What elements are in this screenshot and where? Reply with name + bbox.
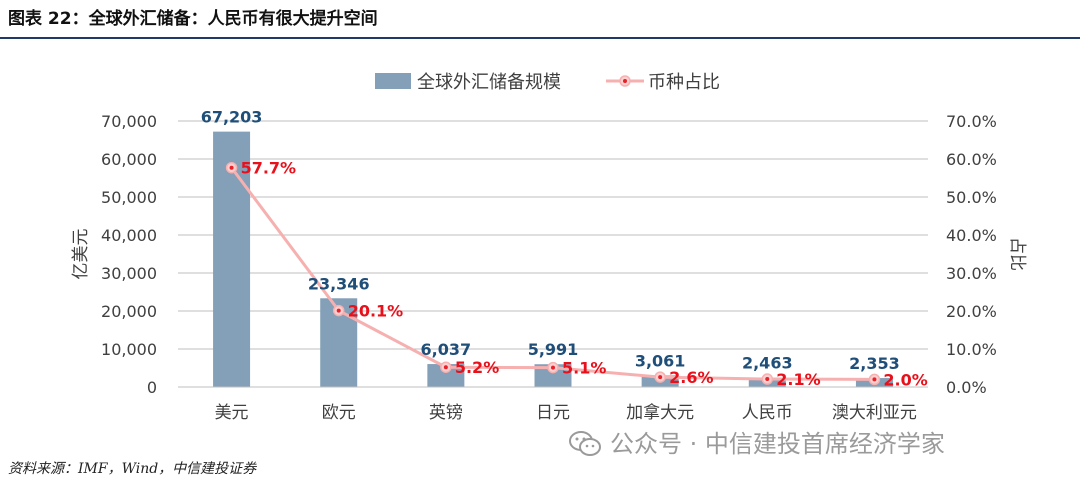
- share-value-label: 2.0%: [883, 370, 927, 389]
- y2-tick-label: 40.0%: [946, 226, 997, 245]
- y-tick-label: 30,000: [101, 264, 157, 283]
- bar-value-label: 3,061: [635, 351, 686, 370]
- bar-value-label: 2,353: [849, 354, 900, 373]
- y2-axis-title: 占比: [1007, 237, 1027, 271]
- share-value-label: 2.6%: [669, 368, 713, 387]
- share-point-core: [443, 365, 448, 370]
- legend-bar-swatch: [375, 73, 411, 89]
- watermark: 公众号 · 中信建投首席经济学家: [568, 424, 945, 464]
- bar-value-label: 67,203: [201, 108, 263, 127]
- legend-bar-label: 全球外汇储备规模: [417, 72, 561, 93]
- bar-value-label: 2,463: [742, 354, 793, 373]
- y-tick-label: 20,000: [101, 302, 157, 321]
- share-point-core: [551, 365, 555, 370]
- share-point-core: [336, 308, 341, 313]
- y2-tick-label: 60.0%: [946, 150, 997, 169]
- x-tick-label: 日元: [536, 403, 570, 423]
- y2-tick-label: 10.0%: [946, 340, 997, 359]
- wechat-icon: [569, 431, 601, 456]
- share-value-label: 2.1%: [776, 370, 820, 389]
- y2-tick-label: 70.0%: [946, 112, 997, 131]
- share-value-label: 20.1%: [348, 302, 404, 321]
- y-tick-label: 40,000: [101, 226, 157, 245]
- chart-title: 图表 22：全球外汇储备：人民币有很大提升空间: [8, 9, 378, 29]
- y2-tick-label: 20.0%: [946, 302, 997, 321]
- y-tick-label: 50,000: [101, 188, 157, 207]
- x-tick-label: 人民币: [742, 403, 793, 423]
- bar-value-label: 23,346: [308, 274, 370, 293]
- share-point-core: [229, 165, 234, 170]
- source-note: 资料来源：IMF，Wind，中信建投证券: [8, 461, 257, 477]
- share-point-core: [872, 377, 877, 382]
- x-tick-label: 澳大利亚元: [832, 403, 917, 423]
- bar: [427, 364, 465, 387]
- share-value-label: 5.1%: [562, 359, 606, 378]
- legend-line-marker-core: [623, 79, 627, 83]
- share-value-label: 5.2%: [455, 358, 499, 377]
- x-tick-label: 加拿大元: [626, 402, 694, 423]
- y-tick-label: 70,000: [101, 112, 157, 131]
- y-axis-title: 亿美元: [71, 229, 91, 280]
- y2-tick-label: 50.0%: [946, 188, 997, 207]
- y-tick-label: 0: [147, 378, 157, 397]
- y2-tick-label: 30.0%: [946, 264, 997, 283]
- x-tick-label: 欧元: [322, 403, 356, 423]
- share-value-label: 57.7%: [241, 159, 297, 178]
- y-tick-label: 60,000: [101, 150, 157, 169]
- x-tick-label: 美元: [215, 403, 249, 423]
- y2-tick-label: 0.0%: [946, 378, 987, 397]
- x-tick-label: 英镑: [429, 403, 463, 423]
- legend-line-label: 币种占比: [648, 72, 720, 93]
- share-point-core: [765, 377, 770, 382]
- bar-value-label: 5,991: [528, 340, 579, 359]
- bar: [213, 131, 251, 387]
- share-point-core: [658, 375, 663, 380]
- title-divider: [0, 37, 1080, 39]
- bar-value-label: 6,037: [421, 340, 472, 359]
- watermark-text: 公众号 · 中信建投首席经济学家: [610, 430, 945, 458]
- y-tick-label: 10,000: [101, 340, 157, 359]
